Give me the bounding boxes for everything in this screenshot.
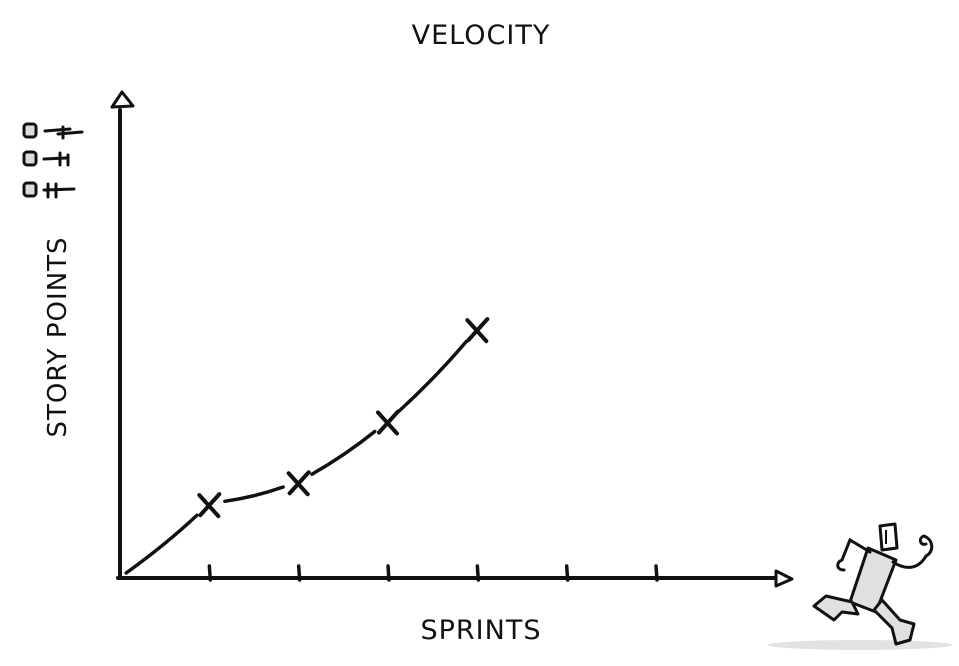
x-axis-label: SPRINTS — [421, 615, 542, 646]
x-tick-5 — [564, 564, 570, 582]
checklist-icon — [22, 122, 84, 199]
x-axis — [116, 569, 794, 588]
data-point-3 — [376, 409, 400, 436]
chart-title: VELOCITY — [412, 20, 551, 51]
y-axis — [110, 90, 135, 580]
x-tick-3 — [386, 564, 391, 582]
data-point-4 — [465, 317, 490, 344]
series-segment-4 — [397, 339, 468, 413]
x-tick-1 — [207, 564, 213, 582]
y-axis-label: STORY POINTS — [43, 236, 73, 437]
series-segment-1 — [124, 513, 199, 575]
series-segment-2 — [223, 485, 285, 504]
data-point-2 — [286, 470, 311, 497]
x-tick-4 — [475, 564, 481, 582]
data-point-1 — [197, 492, 222, 519]
running-figure-icon — [768, 522, 952, 650]
y-axis-arrow — [110, 90, 135, 109]
x-axis-ticks — [207, 564, 659, 582]
x-tick-6 — [654, 564, 659, 582]
x-tick-2 — [296, 564, 302, 582]
velocity-series — [124, 317, 490, 575]
series-segment-3 — [310, 429, 377, 476]
x-axis-arrow — [774, 569, 794, 588]
